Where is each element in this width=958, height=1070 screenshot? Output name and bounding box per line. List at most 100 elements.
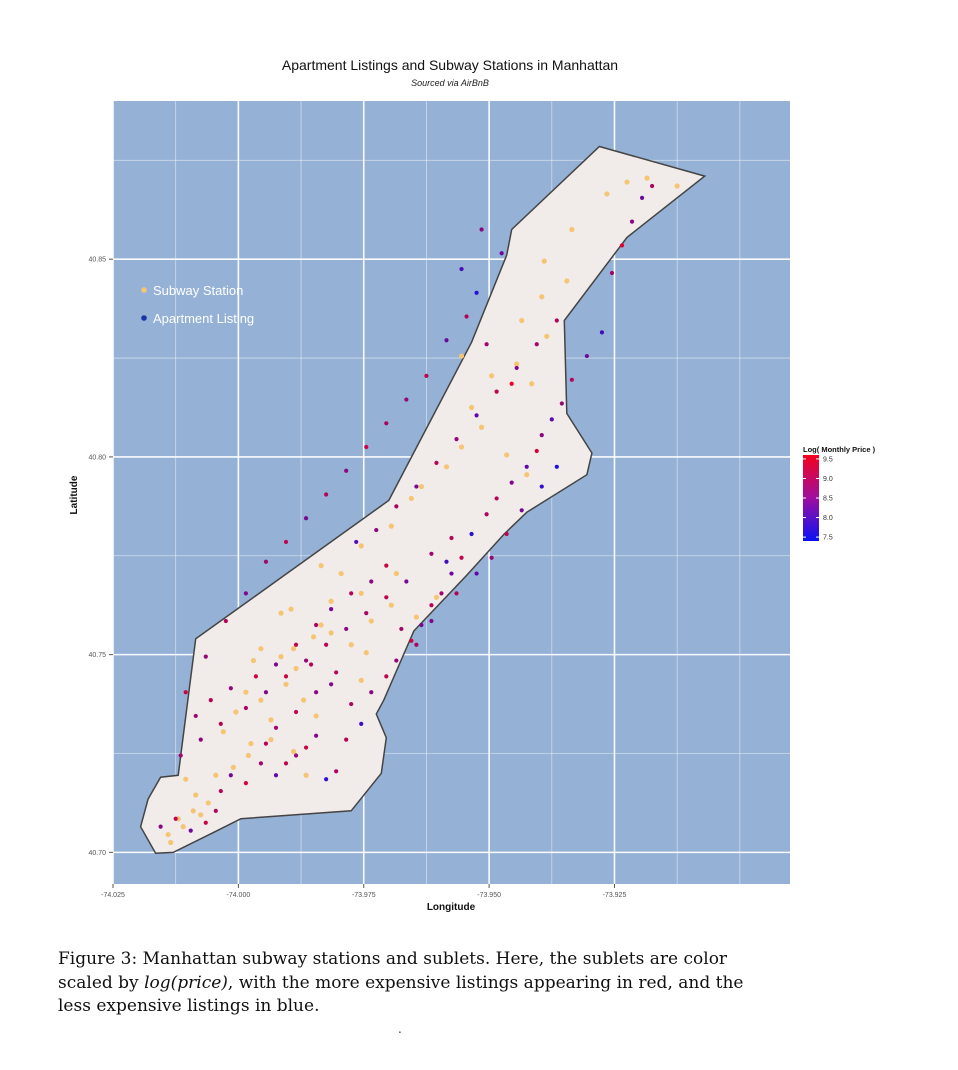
apartment-listing-point <box>384 595 389 600</box>
apartment-listing-point <box>359 721 364 726</box>
apartment-listing-point <box>283 674 289 679</box>
subway-station-point <box>564 278 570 284</box>
subway-station-point <box>318 622 324 628</box>
apartment-listing-point <box>479 227 484 232</box>
subway-station-point <box>604 191 610 197</box>
apartment-listing-point <box>539 484 544 489</box>
subway-station-point <box>168 839 174 846</box>
subway-station-point <box>300 697 307 703</box>
apartment-listing-point <box>263 559 269 564</box>
colorbar-tick-label: 8.0 <box>823 515 833 522</box>
apartment-listing-point <box>404 579 409 584</box>
subway-station-point <box>313 713 319 719</box>
apartment-listing-point <box>263 741 269 746</box>
apartment-listing-point <box>314 690 319 695</box>
apartment-listing-point <box>183 690 188 695</box>
apartment-listing-point <box>303 658 309 663</box>
subway-station-point <box>358 677 364 683</box>
manhattan-land <box>139 145 707 854</box>
subway-station-point <box>524 472 530 478</box>
subway-station-point <box>363 650 369 656</box>
apartment-listing-point <box>429 618 434 624</box>
subway-station-point <box>529 381 535 387</box>
subway-station-point <box>245 752 251 759</box>
subway-station-point <box>258 646 264 652</box>
apartment-listing-point <box>609 270 615 276</box>
apartment-listing-point <box>534 342 539 347</box>
subway-station-point <box>514 361 520 367</box>
apartment-listing-point <box>519 508 524 513</box>
axis-ticks: -74.025 -74.000 -73.975 -73.950 -73.925 40.70… <box>88 257 626 899</box>
apartment-listing-point <box>629 219 635 224</box>
apartment-listing-point <box>639 195 645 200</box>
subway-station-point <box>408 495 414 502</box>
apartment-listing-point <box>374 527 379 533</box>
apartment-listing-point <box>213 808 218 813</box>
apartment-listing-point <box>434 460 439 465</box>
apartment-listing-point <box>619 243 625 248</box>
apartment-listing-point <box>308 662 314 667</box>
apartment-listing-point <box>554 464 559 469</box>
apartment-listing-point <box>404 397 409 402</box>
subway-station-point <box>338 570 344 577</box>
apartment-listing-point <box>334 769 339 774</box>
subway-station-point <box>180 824 186 830</box>
apartment-listing-point <box>494 389 499 394</box>
apartment-listing-point <box>303 745 309 750</box>
apartment-listing-point <box>539 433 544 438</box>
apartment-listing-point <box>314 622 319 628</box>
apartment-listing-point <box>419 622 424 628</box>
colorbar-tick-label: 7.5 <box>823 535 833 542</box>
subway-station-point <box>624 179 630 185</box>
subway-station-point <box>310 634 317 640</box>
x-tick-label: -73.975 <box>352 892 376 899</box>
subway-station-point <box>243 689 249 695</box>
apartment-listing-point <box>364 611 369 616</box>
subway-station-point <box>328 598 334 604</box>
y-tick-label: 40.70 <box>88 850 106 857</box>
subway-station-point <box>519 317 525 324</box>
x-tick-label: -74.025 <box>101 892 125 899</box>
colorbar-tick-label: 8.5 <box>823 496 833 503</box>
chart-title: Apartment Listings and Subway Stations i… <box>282 57 618 73</box>
subway-station-point <box>388 523 394 529</box>
apartment-listing-point <box>273 773 279 778</box>
apartment-listing-point <box>263 690 269 695</box>
apartment-listing-point <box>509 381 514 386</box>
apartment-listing-point <box>534 448 539 454</box>
subway-station-point <box>190 808 196 814</box>
apartment-listing-point <box>454 591 459 596</box>
apartment-listing-point <box>474 413 479 418</box>
apartment-listing-point <box>364 444 369 450</box>
apartment-listing-point <box>459 266 464 272</box>
apartment-listing-point <box>303 516 309 521</box>
subway-station-point <box>220 729 226 735</box>
apartment-listing-point <box>218 721 223 726</box>
subway-station-point <box>358 590 364 596</box>
subway-station-point <box>443 464 450 470</box>
subway-station-point <box>418 483 425 490</box>
apartment-listing-point <box>369 579 374 584</box>
subway-station-point <box>539 294 545 300</box>
chart-subtitle: Sourced via AirBnB <box>411 78 489 88</box>
subway-station-point <box>413 614 419 620</box>
y-tick-label: 40.85 <box>88 257 106 264</box>
x-axis-label: Longitude <box>427 902 476 913</box>
apartment-listing-point <box>324 642 329 647</box>
apartment-listing-point <box>439 591 444 596</box>
caption-emphasis: log(price) <box>144 972 228 993</box>
subway-station-point <box>233 709 239 715</box>
apartment-listing-point <box>354 539 359 545</box>
apartment-listing-point <box>349 701 354 707</box>
x-tick-label: -73.925 <box>603 892 627 899</box>
legend-subway-label: Subway Station <box>153 283 243 298</box>
apartment-listing-point <box>228 773 233 778</box>
data-points <box>158 175 680 846</box>
subway-station-point <box>644 175 650 181</box>
subway-station-point <box>230 764 236 770</box>
apartment-listing-point <box>509 480 514 485</box>
y-tick-label: 40.75 <box>88 652 106 659</box>
apartment-listing-point <box>569 377 574 382</box>
apartment-listing-point <box>414 642 419 647</box>
apartment-listing-point <box>649 183 655 189</box>
